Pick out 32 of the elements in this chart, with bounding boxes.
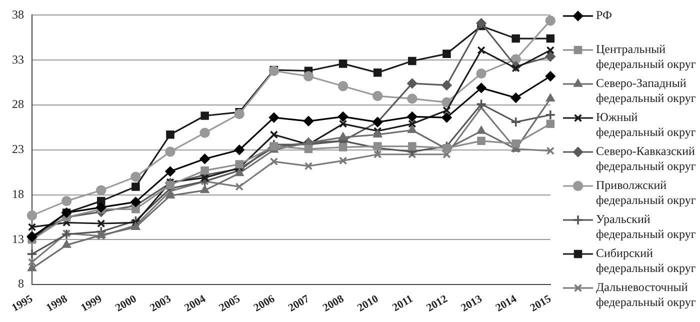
- legend-label: РФ: [596, 8, 612, 23]
- x-tick-label: 2010: [355, 292, 381, 314]
- x-tick-label: 2008: [320, 292, 346, 314]
- legend-label: Южный федеральный округ: [596, 110, 697, 140]
- legend-label: Сибирский федеральный округ: [596, 246, 697, 276]
- x-tick-label: 2012: [424, 292, 450, 314]
- x-tick-label: 2006: [252, 292, 278, 314]
- x-tick-label: 2004: [182, 292, 208, 314]
- x-tick-label: 2014: [494, 292, 520, 314]
- y-tick-label: 33: [12, 52, 24, 66]
- y-tick-label: 8: [18, 276, 24, 291]
- x-tick-label: 2005: [217, 292, 243, 314]
- x-tick-label: 1998: [44, 292, 70, 314]
- x-tick-label: 1999: [78, 292, 104, 314]
- x-tick-label: 2011: [390, 292, 416, 314]
- x-tick-label: 1995: [10, 292, 36, 314]
- y-tick-label: 38: [12, 7, 24, 22]
- legend-label: Северо-Кавказский федеральный округ: [596, 144, 697, 174]
- y-tick-label: 18: [12, 186, 24, 201]
- legend-label: Уральский федеральный округ: [596, 212, 697, 242]
- legend-label: Дальневосточный федеральный округ: [596, 280, 697, 310]
- y-tick-label: 23: [12, 142, 24, 156]
- x-tick-label: 2015: [528, 292, 554, 314]
- y-tick-label: 28: [12, 97, 24, 112]
- y-tick-label: 13: [12, 232, 24, 246]
- legend-label: Северо-Западный федеральный округ: [596, 76, 697, 106]
- legend-label: Центральный федеральный округ: [596, 42, 697, 72]
- x-tick-label: 2007: [286, 292, 312, 314]
- x-tick-label: 2000: [114, 292, 140, 314]
- legend-label: Приволжский федеральный округ: [596, 178, 697, 208]
- x-tick-label: 2013: [459, 292, 485, 314]
- x-tick-label: 2003: [148, 292, 174, 314]
